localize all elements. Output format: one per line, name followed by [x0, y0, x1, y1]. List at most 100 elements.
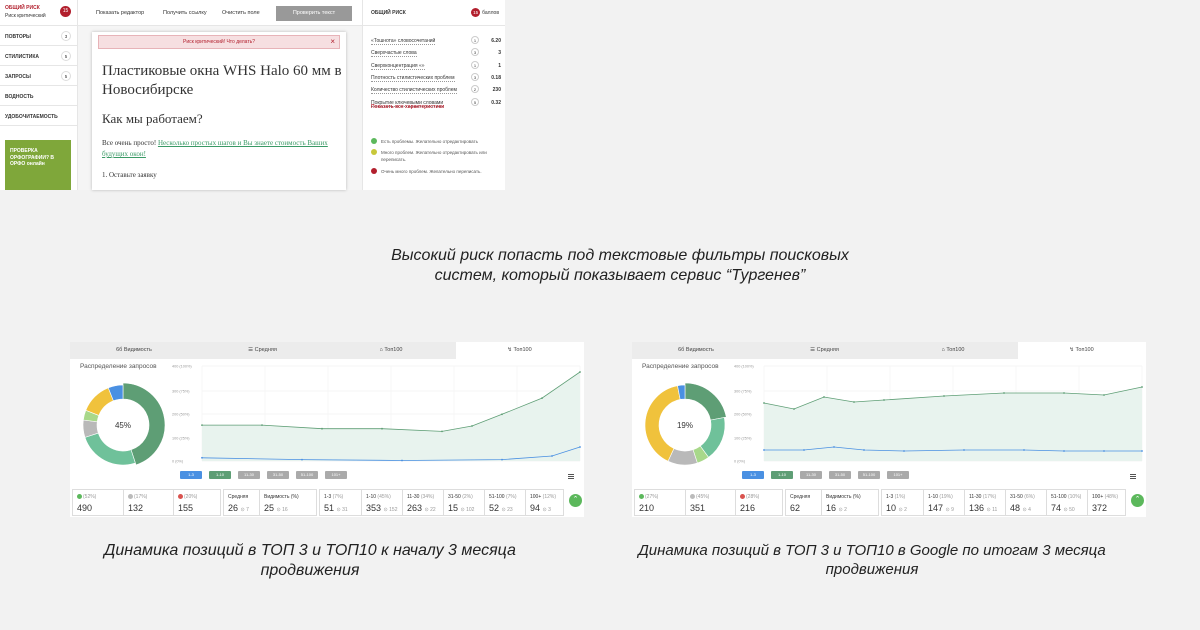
top3-point[interactable]	[1103, 450, 1105, 452]
risk-metric-row[interactable]: «Тошнота» словосочетаний 1 6.20	[371, 36, 501, 50]
top3-point[interactable]	[301, 458, 303, 461]
top3-point[interactable]	[201, 456, 203, 459]
stat-cell[interactable]: 1-10 (19%) 147 ⊙ 9	[923, 490, 964, 515]
range-button[interactable]: 51-100	[296, 471, 318, 479]
top3-point[interactable]	[863, 449, 865, 451]
stat-cell[interactable]: 31-50 (6%) 48 ⊙ 4	[1005, 490, 1046, 515]
tab-average[interactable]: ☰ Средняя	[199, 342, 327, 359]
tab-top100[interactable]: ⌂ Топ100	[889, 342, 1017, 359]
top10-point[interactable]	[763, 402, 765, 404]
menu-item-wateriness[interactable]: ВОДНОСТЬ	[0, 86, 77, 106]
stat-cell[interactable]: (17%) 132	[123, 490, 173, 515]
show-editor-button[interactable]: Показать редактор	[96, 10, 145, 16]
top10-point[interactable]	[883, 399, 885, 401]
stat-cell[interactable]: 11-30 (17%) 136 ⊙ 11	[964, 490, 1005, 515]
top10-point[interactable]	[261, 424, 263, 426]
stat-cell[interactable]: Видимость (%) 16 ⊙ 2	[821, 490, 880, 515]
show-all-link[interactable]: Показать все характеристики	[371, 104, 445, 110]
menu-item-readability[interactable]: УДОБОЧИТАЕМОСТЬ	[0, 106, 77, 126]
check-text-button[interactable]: Проверить текст	[276, 6, 352, 21]
top10-point[interactable]	[1063, 392, 1065, 394]
tab-visibility[interactable]: 6б Видимость	[632, 342, 760, 359]
tab-top100-graph[interactable]: ↯ Топ100	[1017, 342, 1146, 359]
close-icon[interactable]: ×	[330, 37, 335, 46]
donut-slice[interactable]	[84, 432, 136, 466]
stat-cell[interactable]: (52%) 490	[73, 490, 123, 515]
top3-series-line[interactable]	[764, 446, 1142, 452]
top3-point[interactable]	[963, 449, 965, 451]
top3-point[interactable]	[1063, 450, 1065, 452]
top10-point[interactable]	[541, 397, 543, 399]
top10-point[interactable]	[823, 396, 825, 398]
stat-cell[interactable]: (20%) 155	[173, 490, 222, 515]
tab-visibility[interactable]: 6б Видимость	[70, 342, 198, 359]
top10-point[interactable]	[381, 427, 383, 430]
top10-point[interactable]	[943, 395, 945, 397]
menu-item-stylistics[interactable]: СТИЛИСТИКА 5	[0, 46, 77, 66]
stat-cell[interactable]: 100+ (12%) 94 ⊙ 3	[525, 490, 565, 515]
stat-cell[interactable]: 31-50 (2%) 15 ⊙ 102	[443, 490, 484, 515]
top3-point[interactable]	[763, 449, 765, 451]
stat-cell[interactable]: 11-30 (34%) 263 ⊙ 22	[402, 490, 443, 515]
top3-point[interactable]	[501, 458, 503, 461]
stat-cell[interactable]: 100+ (48%) 372	[1087, 490, 1127, 515]
stat-cell[interactable]: 1-10 (45%) 353 ⊙ 152	[361, 490, 402, 515]
chart-menu-icon[interactable]	[1130, 474, 1136, 479]
donut-slice[interactable]	[107, 384, 124, 402]
top10-point[interactable]	[1003, 392, 1005, 394]
top3-point[interactable]	[1023, 449, 1025, 451]
menu-item-queries[interactable]: ЗАПРОСЫ 5	[0, 66, 77, 86]
risk-metric-row[interactable]: Сверхчастые слова 3 3	[371, 48, 501, 62]
risk-metric-row[interactable]: Сверхконцентрация «» 1 1	[371, 60, 501, 75]
top10-point[interactable]	[321, 427, 323, 430]
risk-metric-row[interactable]: Покрытие ключевыми словами 5 0.32	[371, 97, 501, 112]
range-button[interactable]: 1-3	[180, 471, 202, 479]
risk-metric-row[interactable]: Плотность стилистических проблем 3 0.18	[371, 72, 501, 87]
top10-point[interactable]	[1103, 394, 1105, 396]
stat-cell[interactable]: (28%) 216	[735, 490, 784, 515]
donut-slice[interactable]	[85, 387, 114, 416]
top3-point[interactable]	[903, 450, 905, 452]
top10-point[interactable]	[501, 413, 503, 416]
tab-top100[interactable]: ⌂ Топ100	[327, 342, 455, 359]
donut-slice[interactable]	[677, 384, 686, 400]
risk-alert-text[interactable]: Риск критический! Что делать?	[182, 39, 256, 45]
top10-point[interactable]	[441, 430, 443, 433]
stat-cell[interactable]: Видимость (%) 25 ⊙ 16	[259, 490, 318, 515]
tab-top100-graph[interactable]: ↯ Топ100	[455, 342, 584, 359]
top3-point[interactable]	[579, 446, 581, 448]
top10-point[interactable]	[853, 401, 855, 403]
stat-cell[interactable]: 51-100 (7%) 52 ⊙ 23	[484, 490, 525, 515]
chart-menu-icon[interactable]	[568, 474, 574, 479]
top3-series-line[interactable]	[201, 446, 581, 461]
donut-slice[interactable]	[684, 382, 727, 421]
risk-metric-row[interactable]: Количество стилистических проблем 2 230	[371, 85, 501, 99]
range-button[interactable]: 31-50	[267, 471, 289, 479]
range-button[interactable]: 101+	[325, 471, 347, 479]
stat-cell[interactable]: Средняя 26 ⊙ 7	[224, 490, 259, 515]
doc-paragraph-link[interactable]: Несколько простых шагов и Вы знаете стои…	[102, 139, 328, 158]
top3-point[interactable]	[803, 449, 805, 451]
range-button[interactable]: 11-30	[238, 471, 260, 479]
donut-slice[interactable]	[122, 382, 166, 466]
range-button[interactable]: 31-50	[829, 471, 851, 479]
stat-cell[interactable]: (27%) 210	[635, 490, 685, 515]
risk-summary[interactable]: ОБЩИЙ РИСК Риск критический 15	[0, 0, 77, 26]
top10-series-line[interactable]	[763, 386, 1143, 410]
top3-point[interactable]	[1141, 450, 1143, 452]
top10-point[interactable]	[201, 424, 203, 426]
menu-item-repeats[interactable]: ПОВТОРЫ 3	[0, 26, 77, 46]
stat-cell[interactable]: Средняя 62	[786, 490, 821, 515]
document-page[interactable]: Риск критический! Что делать? × Пластиков…	[92, 32, 346, 190]
range-button[interactable]: 1-10	[771, 471, 793, 479]
range-button[interactable]: 1-3	[742, 471, 764, 479]
top10-point[interactable]	[793, 408, 795, 410]
stat-cell[interactable]: 1-3 (7%) 51 ⊙ 31	[320, 490, 361, 515]
range-button[interactable]: 1-10	[209, 471, 231, 479]
stat-cell[interactable]: (45%) 351	[685, 490, 735, 515]
stat-cell[interactable]: 51-100 (10%) 74 ⊙ 50	[1046, 490, 1087, 515]
top10-point[interactable]	[579, 371, 581, 373]
stat-cell[interactable]: 1-3 (1%) 10 ⊙ 2	[882, 490, 923, 515]
top10-point[interactable]	[471, 425, 473, 427]
range-button[interactable]: 11-30	[800, 471, 822, 479]
